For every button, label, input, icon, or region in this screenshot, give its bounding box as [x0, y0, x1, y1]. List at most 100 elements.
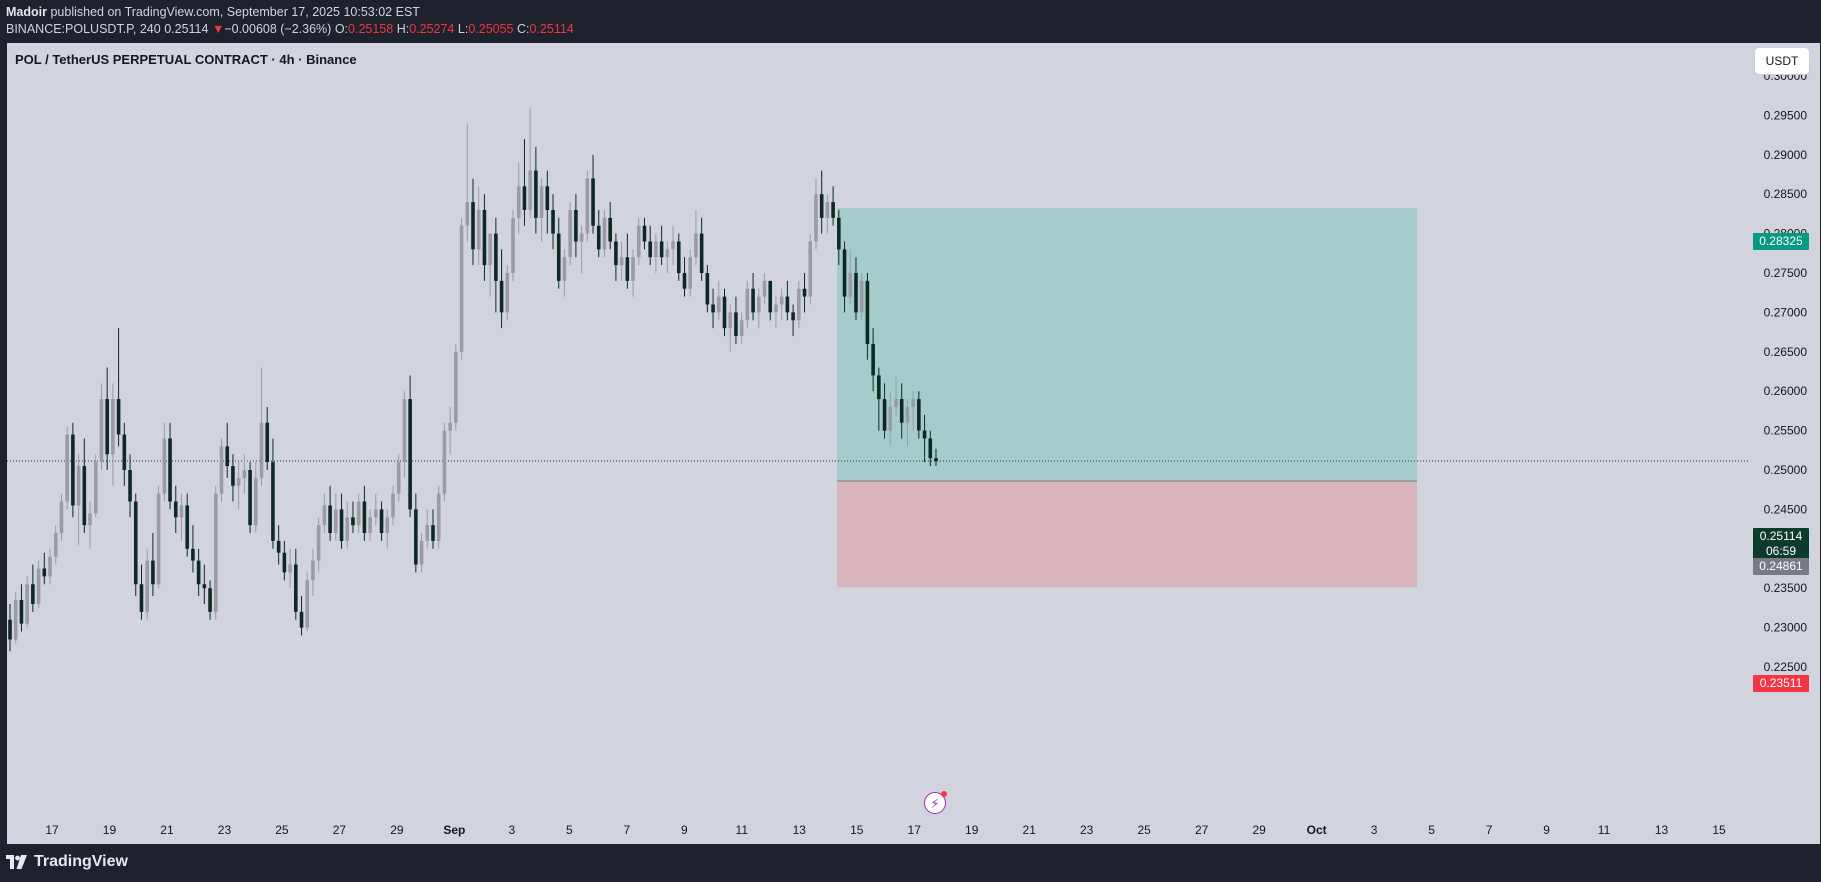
candle-bull [288, 564, 292, 573]
candle-bull [316, 525, 321, 561]
open-label: O: [334, 22, 349, 36]
candle-bull [579, 233, 584, 242]
candle-bear [276, 540, 281, 553]
candle-bull [419, 540, 424, 565]
candle-bull [242, 470, 247, 478]
candle-bull [728, 312, 733, 329]
candle-bear [471, 202, 475, 250]
candle-bear [625, 257, 630, 281]
candle-bull [671, 241, 675, 250]
author-name[interactable]: Madoir [6, 5, 47, 19]
candle-bull [162, 438, 167, 494]
current-price-value: 0.25114 [1759, 529, 1803, 543]
candle-bear [596, 225, 601, 250]
candle-bull [48, 556, 52, 577]
candle-bear [208, 588, 212, 612]
candle-bull [76, 466, 81, 506]
close-label: C: [516, 22, 530, 36]
candle-bull [259, 422, 264, 478]
date-axis-label: 5 [1428, 823, 1435, 837]
candle-bear [642, 225, 647, 242]
candle-bull [654, 241, 658, 258]
date-axis-label: 3 [509, 823, 516, 837]
date-axis-label: 15 [1712, 823, 1726, 837]
stop-price-badge: 0.23511 [1753, 675, 1809, 692]
candle-bull [516, 186, 521, 218]
candle-bull [911, 399, 915, 407]
candle-bull [236, 477, 241, 486]
candle-bear [722, 296, 727, 329]
candle-bear [648, 241, 652, 258]
candle-bull [156, 493, 161, 585]
candle-bull [636, 225, 641, 258]
date-axis-label: 27 [333, 823, 347, 837]
candle-bull [585, 178, 590, 234]
candle-bear [185, 505, 189, 549]
date-axis-label: 17 [45, 823, 59, 837]
date-axis-label: 7 [1486, 823, 1493, 837]
candle-bear [191, 548, 195, 561]
candle-bull [631, 257, 635, 281]
tradingview-logo[interactable]: TradingView [6, 853, 128, 871]
price-axis-label: 0.29500 [1764, 108, 1808, 122]
candle-bear [865, 280, 870, 344]
candle-bear [82, 466, 87, 526]
date-axis-label: 19 [103, 823, 117, 837]
date-axis-label: 9 [1543, 823, 1550, 837]
candle-bear [116, 399, 121, 435]
candle-bear [265, 422, 270, 463]
candle-bear [328, 505, 332, 534]
candle-bull [311, 560, 315, 581]
candle-bull [448, 422, 452, 431]
date-axis-label: 17 [908, 823, 922, 837]
date-axis-label: 15 [850, 823, 864, 837]
open-value: 0.25158 [348, 22, 394, 36]
candle-bull [562, 257, 567, 281]
price-axis-label: 0.28500 [1764, 187, 1808, 201]
candle-bear [351, 517, 355, 526]
candle-bear [339, 509, 344, 541]
currency-button[interactable]: USDT [1755, 48, 1809, 74]
candle-bull [825, 202, 830, 218]
candle-bear [917, 399, 921, 431]
candle-bear [362, 501, 367, 534]
candle-bear [705, 273, 710, 305]
candle-bear [608, 217, 612, 242]
candle-bear [8, 619, 12, 640]
candle-bull [442, 430, 447, 494]
profit-zone [837, 207, 1417, 481]
candlestick-chart[interactable]: 0.300000.295000.290000.285000.280000.275… [0, 0, 1821, 844]
candle-bear [614, 241, 618, 266]
close-value: 0.25114 [529, 22, 574, 36]
candle-bull [368, 517, 372, 534]
candle-bear [128, 470, 132, 502]
candle-bear [871, 343, 875, 376]
candle-bull [59, 501, 64, 534]
candle-bull [745, 288, 750, 321]
price-change: −0.00608 (−2.36%) [224, 22, 332, 36]
candle-bull [739, 320, 744, 337]
candle-bear [802, 288, 807, 297]
high-value: 0.25274 [409, 22, 455, 36]
candle-bull [374, 509, 378, 518]
candle-bear [922, 430, 927, 439]
date-axis-label: 5 [566, 823, 573, 837]
candle-bear [414, 509, 418, 565]
symbol-ohlc-line: BINANCE:POLUSDT.P, 240 0.25114 ▼−0.00608… [6, 22, 574, 36]
date-axis-label: 11 [1598, 823, 1611, 837]
candle-bear [768, 280, 773, 313]
candle-bear [785, 296, 790, 313]
candle-bull [36, 568, 41, 604]
flash-icon[interactable]: ⚡ [924, 791, 947, 814]
price-axis-label: 0.27500 [1764, 266, 1808, 280]
candle-bear [499, 280, 504, 313]
candle-bear [522, 186, 527, 210]
candle-bull [716, 296, 721, 313]
published-text: published on TradingView.com, September … [46, 5, 420, 19]
price-axis-label: 0.29000 [1764, 148, 1808, 162]
date-axis-label: 13 [1655, 823, 1669, 837]
date-axis-label: 23 [218, 823, 232, 837]
candle-bear [928, 438, 933, 459]
candle-bear [494, 233, 498, 281]
candle-bull [322, 505, 327, 526]
